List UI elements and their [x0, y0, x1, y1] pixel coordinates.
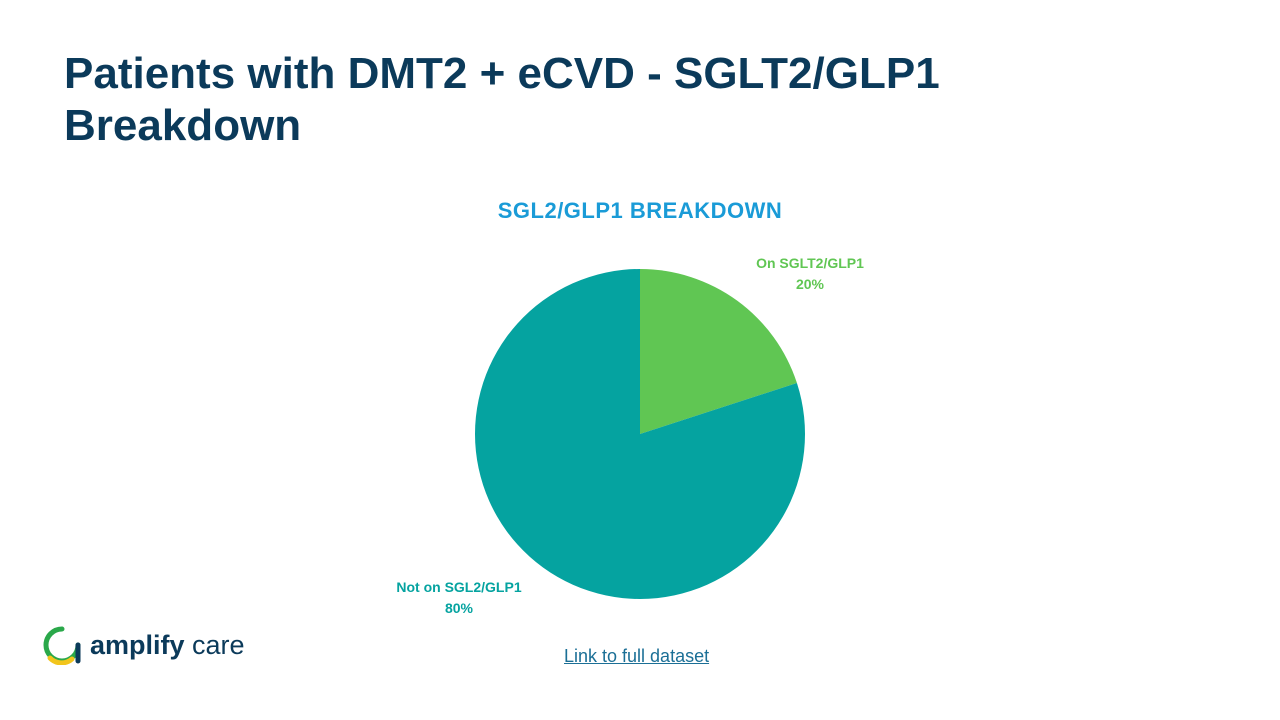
logo-text-light: care — [184, 629, 245, 660]
pie-slice-1 — [640, 269, 797, 434]
slice-label-2: Not on SGL2/GLP1 — [396, 579, 521, 595]
full-dataset-link[interactable]: Link to full dataset — [564, 646, 710, 666]
amplify-care-logo-icon — [43, 626, 81, 665]
logo-text: amplify care — [90, 630, 245, 661]
chart-title: SGL2/GLP1 BREAKDOWN — [0, 198, 1280, 224]
slice-label-1: On SGLT2/GLP1 — [756, 255, 864, 271]
slice-value-label-1: 20% — [796, 276, 825, 292]
pie-slice-2 — [474, 269, 805, 599]
chart-title-text: SGL2/GLP1 BREAKDOWN — [497, 198, 783, 223]
company-logo: amplify care — [42, 624, 245, 666]
logo-text-bold: amplify — [90, 629, 185, 660]
slice-value-label-2: 80% — [445, 600, 474, 616]
slide-title: Patients with DMT2 + eCVD - SGLT2/GLP1 B… — [64, 49, 940, 150]
